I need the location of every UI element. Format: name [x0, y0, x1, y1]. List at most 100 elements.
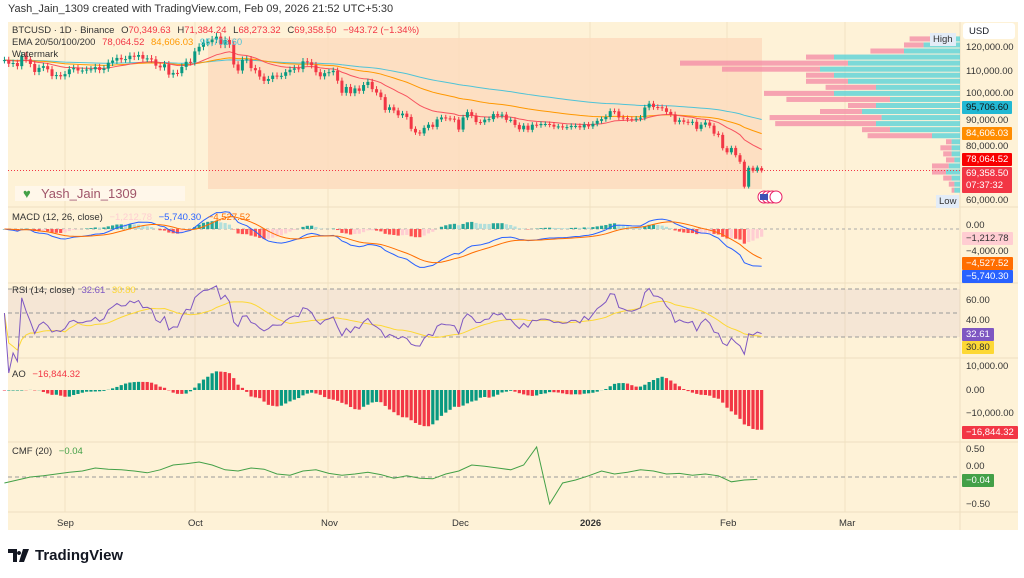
macd-histogram-bar [145, 226, 149, 229]
candle [509, 119, 513, 121]
candle [323, 73, 327, 77]
ao-legend[interactable]: AO −16,844.32 [12, 369, 84, 380]
tradingview-logo[interactable]: TradingView [8, 547, 123, 564]
ao-bar [110, 388, 115, 390]
time-tick: Mar [839, 518, 856, 529]
candle [201, 42, 205, 47]
candle [232, 44, 236, 65]
candle [240, 59, 244, 71]
candle [275, 75, 279, 77]
ao-bar [729, 390, 733, 412]
macd-histogram-bar [448, 224, 452, 229]
volume-profile-down [775, 121, 876, 127]
macd-histogram-bar [708, 229, 712, 233]
candle [37, 67, 41, 72]
volume-profile-down [820, 109, 862, 115]
candle [98, 67, 102, 71]
ema-legend[interactable]: EMA 20/50/100/200 78,064.52 84,606.03 95… [12, 37, 246, 48]
ao-bar [755, 390, 759, 430]
volume-profile-up [951, 175, 960, 181]
ao-bar [223, 371, 227, 390]
cmf-legend[interactable]: CMF (20) −0.04 [12, 446, 87, 457]
volume-profile-up [876, 84, 960, 90]
low-value: 68,273.32 [238, 25, 281, 36]
candle [448, 118, 452, 120]
ao-bar [461, 390, 465, 406]
macd-histogram-bar [643, 226, 647, 229]
volume-profile-down [943, 175, 952, 181]
macd-histogram-bar [301, 226, 305, 229]
ao-bar [361, 390, 366, 407]
ao-bar [128, 382, 132, 390]
watermark-text: Yash_Jain_1309 [41, 186, 137, 201]
ema100-line [4, 59, 762, 120]
candle [422, 127, 426, 134]
rsi-legend[interactable]: RSI (14, close) 32.61 30.80 [12, 285, 140, 296]
last-price-tag: 69,358.50 07:37:32 [962, 167, 1013, 193]
macd-histogram-bar [93, 227, 97, 229]
volume-profile-down [870, 48, 904, 54]
volume-profile-up [890, 127, 960, 133]
candle [206, 42, 210, 44]
candle [392, 107, 396, 111]
macd-histogram-bar [569, 227, 573, 229]
ao-bar [392, 390, 396, 413]
candle [362, 85, 366, 91]
cmf-value: −0.04 [58, 446, 83, 457]
ao-bar [314, 390, 318, 394]
candle [725, 148, 729, 153]
candle [245, 59, 249, 61]
candle [2, 60, 6, 62]
ao-bar [210, 373, 214, 390]
macd-histogram-bar [751, 229, 755, 241]
candle [292, 68, 296, 70]
candle [405, 113, 409, 117]
ao-bar [132, 382, 136, 390]
rsi-ma-value: 30.80 [111, 285, 136, 296]
macd-histogram-bar [288, 229, 292, 232]
macd-histogram-bar [180, 229, 184, 233]
volume-profile-up [951, 145, 960, 151]
currency-selector[interactable]: USD [963, 23, 1015, 39]
macd-histogram-bar [729, 229, 733, 239]
ao-bar [582, 390, 586, 394]
candle [548, 123, 552, 125]
macd-signal-tag: −4,527.52 [962, 257, 1013, 270]
macd-histogram-bar [690, 229, 695, 234]
candle [197, 46, 201, 52]
watermark-legend[interactable]: Watermark [12, 49, 59, 60]
macd-histogram-bar [716, 229, 720, 235]
macd-histogram-bar [158, 229, 162, 231]
macd-histogram-bar [361, 229, 366, 233]
macd-histogram-bar [699, 229, 703, 234]
macd-histogram-bar [253, 229, 257, 237]
volume-profile-down [940, 145, 952, 151]
candle [712, 125, 716, 134]
macd-histogram-bar [431, 229, 435, 232]
ao-bar [400, 390, 405, 418]
ao-bar [465, 390, 470, 404]
candle [522, 125, 526, 130]
symbol-name[interactable]: BTCUSD · 1D · Binance [12, 25, 115, 36]
volume-profile-down [722, 66, 820, 72]
candle [115, 57, 119, 61]
macd-histogram-bar [54, 229, 58, 233]
ao-bar [721, 390, 725, 403]
volume-profile-down [769, 115, 882, 121]
rsi-title: RSI (14, close) [12, 285, 75, 296]
candle [236, 64, 240, 71]
macd-legend[interactable]: MACD (12, 26, close) −1,212.78 −5,740.30… [12, 212, 254, 223]
candle [284, 72, 288, 76]
candle [72, 68, 76, 70]
macd-histogram-bar [175, 229, 180, 234]
ao-bar [608, 386, 612, 390]
macd-histogram-bar [219, 222, 223, 229]
candle [452, 118, 456, 120]
candle [504, 114, 508, 120]
candle [158, 65, 162, 68]
candle [93, 67, 97, 70]
ao-bar [85, 390, 89, 392]
macd-histogram-bar [586, 227, 591, 229]
macd-line [4, 211, 762, 268]
